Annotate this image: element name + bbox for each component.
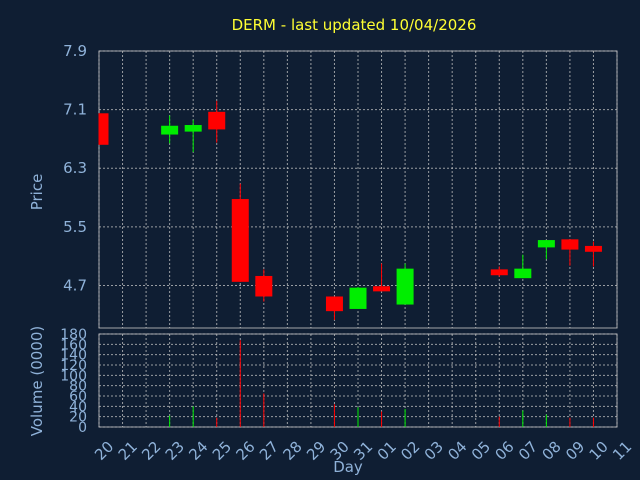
x-tick-label: 07 bbox=[515, 438, 541, 464]
x-tick-label: 02 bbox=[397, 438, 423, 464]
x-tick-label: 20 bbox=[91, 438, 117, 464]
candlestick-20 bbox=[98, 113, 109, 145]
price-y-tick-label: 4.7 bbox=[63, 276, 87, 294]
candle-body bbox=[490, 269, 508, 276]
candle-body bbox=[99, 113, 109, 145]
x-tick-label: 09 bbox=[562, 438, 588, 464]
price-gridlines bbox=[98, 50, 618, 328]
x-ticks: 2021222324252627282930310102030405060708… bbox=[91, 438, 635, 464]
x-tick-label: 23 bbox=[162, 438, 188, 464]
volume-y-tick-label: 20 bbox=[69, 410, 87, 426]
candle-body bbox=[208, 111, 226, 130]
candle-body bbox=[231, 199, 249, 282]
candle-body bbox=[373, 286, 391, 292]
candlestick-26 bbox=[231, 183, 249, 282]
candle-body bbox=[584, 245, 602, 252]
price-y-tick-label: 7.9 bbox=[63, 42, 87, 60]
price-plot-frame bbox=[98, 50, 618, 329]
volume-y-tick-label: 100 bbox=[60, 368, 87, 384]
candle-body bbox=[561, 239, 579, 250]
x-axis-label: Day bbox=[333, 458, 363, 476]
x-tick-label: 08 bbox=[539, 438, 565, 464]
x-tick-label: 25 bbox=[209, 438, 235, 464]
candle-body bbox=[325, 296, 343, 312]
x-tick-label: 05 bbox=[468, 438, 494, 464]
candlestick-07 bbox=[514, 254, 532, 279]
volume-y-tick-label: 120 bbox=[60, 358, 87, 374]
candlestick-25 bbox=[208, 100, 226, 143]
candlestick-30 bbox=[325, 296, 343, 320]
candle-body bbox=[537, 240, 555, 248]
x-tick-label: 27 bbox=[256, 438, 282, 464]
candle-body bbox=[349, 287, 367, 309]
candlestick-08 bbox=[537, 240, 555, 260]
volume-y-tick-label: 140 bbox=[60, 348, 87, 364]
price-axis-label: Price bbox=[28, 174, 46, 211]
volume-bars bbox=[169, 340, 594, 427]
candlestick-23 bbox=[161, 115, 179, 144]
x-tick-label: 26 bbox=[232, 438, 258, 464]
x-tick-label: 10 bbox=[586, 438, 612, 464]
x-tick-label: 24 bbox=[185, 438, 211, 464]
x-tick-label: 22 bbox=[138, 438, 164, 464]
price-y-tick-label: 6.3 bbox=[63, 159, 87, 177]
volume-y-tick-label: 0 bbox=[78, 420, 87, 436]
candlestick-06 bbox=[490, 266, 508, 277]
candle-body bbox=[514, 268, 532, 279]
volume-y-tick-label: 80 bbox=[69, 379, 87, 395]
x-tick-label: 06 bbox=[491, 438, 517, 464]
chart-title: DERM - last updated 10/04/2026 bbox=[232, 16, 477, 34]
volume-y-tick-label: 160 bbox=[60, 337, 87, 353]
x-tick-label: 01 bbox=[374, 438, 400, 464]
x-tick-label: 04 bbox=[444, 438, 470, 464]
volume-y-tick-label: 180 bbox=[60, 327, 87, 343]
candle-body bbox=[396, 268, 414, 305]
price-y-tick-label: 5.5 bbox=[63, 218, 87, 236]
candlestick-09 bbox=[561, 239, 579, 266]
candlestick-27 bbox=[255, 269, 273, 302]
candle-body bbox=[184, 125, 202, 132]
candlesticks bbox=[98, 100, 602, 320]
candlestick-24 bbox=[184, 119, 202, 153]
x-tick-label: 11 bbox=[609, 438, 635, 464]
candlestick-10 bbox=[584, 241, 602, 267]
candlestick-01 bbox=[373, 263, 391, 292]
x-tick-label: 21 bbox=[115, 438, 141, 464]
price-y-ticks: 7.9 7.1 6.3 5.5 4.7 bbox=[63, 42, 87, 294]
volume-axis-label: Volume (0000) bbox=[28, 326, 46, 436]
x-tick-label: 29 bbox=[303, 438, 329, 464]
price-y-tick-label: 7.1 bbox=[63, 101, 87, 119]
candle-body bbox=[161, 125, 179, 135]
volume-y-tick-label: 40 bbox=[69, 399, 87, 415]
volume-y-tick-label: 60 bbox=[69, 389, 87, 405]
x-tick-label: 28 bbox=[280, 438, 306, 464]
x-tick-label: 03 bbox=[421, 438, 447, 464]
candlestick-02 bbox=[396, 263, 414, 305]
candle-body bbox=[255, 275, 273, 297]
candlestick-31 bbox=[349, 286, 367, 309]
